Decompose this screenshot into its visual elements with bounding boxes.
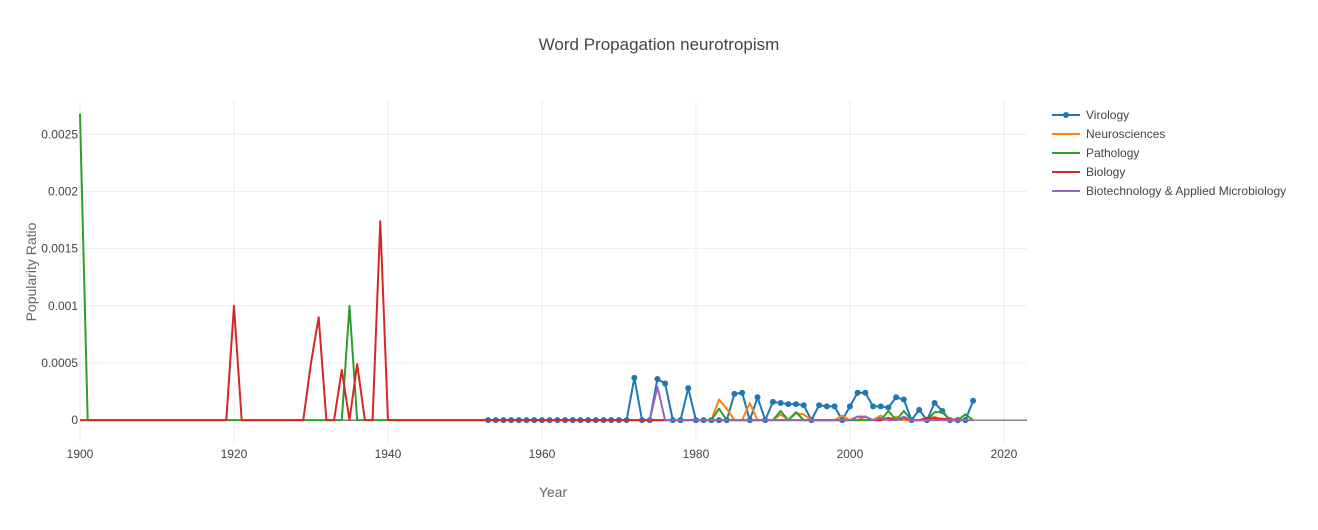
series-group[interactable] bbox=[79, 113, 974, 422]
data-point[interactable] bbox=[685, 385, 692, 392]
series-group[interactable] bbox=[80, 220, 966, 422]
x-tick-label: 2020 bbox=[991, 447, 1018, 461]
data-point[interactable] bbox=[831, 403, 838, 410]
legend-item[interactable]: Pathology bbox=[1052, 146, 1139, 160]
grid-lines bbox=[79, 100, 1027, 443]
legend-label: Biotechnology & Applied Microbiology bbox=[1086, 184, 1286, 198]
data-point[interactable] bbox=[823, 403, 830, 410]
legend-label: Virology bbox=[1086, 108, 1129, 122]
data-point[interactable] bbox=[893, 394, 900, 401]
data-point[interactable] bbox=[862, 389, 869, 396]
legend[interactable]: Virology Neurosciences Pathology Biology Bio… bbox=[1052, 108, 1286, 198]
series-line[interactable] bbox=[79, 113, 974, 422]
chart-title: Word Propagation neurotropism bbox=[539, 35, 780, 54]
data-point[interactable] bbox=[846, 403, 853, 410]
legend-label: Biology bbox=[1086, 165, 1125, 179]
data-point[interactable] bbox=[731, 390, 738, 397]
x-tick-label: 1920 bbox=[221, 447, 248, 461]
data-point[interactable] bbox=[654, 375, 661, 382]
data-point[interactable] bbox=[800, 402, 807, 409]
series-group[interactable] bbox=[648, 385, 974, 422]
data-point[interactable] bbox=[785, 401, 792, 408]
data-point[interactable] bbox=[769, 398, 776, 405]
data-point[interactable] bbox=[900, 396, 907, 403]
data-point[interactable] bbox=[777, 399, 784, 406]
y-tick-label: 0.001 bbox=[48, 299, 78, 313]
x-axis-ticks: 1900 1920 1940 1960 1980 2000 2020 bbox=[67, 447, 1018, 461]
y-tick-label: 0.0005 bbox=[41, 356, 78, 370]
data-point[interactable] bbox=[931, 399, 938, 406]
data-point[interactable] bbox=[631, 374, 638, 381]
y-tick-label: 0 bbox=[71, 413, 78, 427]
legend-item[interactable]: Biotechnology & Applied Microbiology bbox=[1052, 184, 1286, 198]
x-tick-label: 1940 bbox=[375, 447, 402, 461]
x-tick-label: 1900 bbox=[67, 447, 94, 461]
x-tick-label: 1980 bbox=[683, 447, 710, 461]
data-point[interactable] bbox=[854, 389, 861, 396]
data-point[interactable] bbox=[885, 404, 892, 411]
data-point[interactable] bbox=[662, 380, 669, 387]
series-lines[interactable] bbox=[79, 113, 977, 424]
series-line[interactable] bbox=[80, 220, 966, 422]
data-point[interactable] bbox=[916, 406, 923, 413]
x-tick-label: 1960 bbox=[529, 447, 556, 461]
y-tick-label: 0.0025 bbox=[41, 127, 78, 141]
y-axis-ticks: 0 0.0005 0.001 0.0015 0.002 0.0025 bbox=[41, 127, 78, 427]
data-point[interactable] bbox=[816, 402, 823, 409]
x-tick-label: 2000 bbox=[837, 447, 864, 461]
data-point[interactable] bbox=[870, 403, 877, 410]
legend-marker bbox=[1063, 112, 1069, 118]
data-point[interactable] bbox=[877, 403, 884, 410]
legend-item[interactable]: Neurosciences bbox=[1052, 127, 1165, 141]
legend-label: Pathology bbox=[1086, 146, 1139, 160]
y-axis-title: Popularity Ratio bbox=[23, 222, 39, 321]
data-point[interactable] bbox=[970, 397, 977, 404]
y-tick-label: 0.0015 bbox=[41, 242, 78, 256]
legend-item[interactable]: Biology bbox=[1052, 165, 1125, 179]
data-point[interactable] bbox=[739, 389, 746, 396]
data-point[interactable] bbox=[754, 394, 761, 401]
x-axis-title: Year bbox=[539, 484, 568, 500]
y-tick-label: 0.002 bbox=[48, 184, 78, 198]
series-line[interactable] bbox=[648, 385, 974, 422]
legend-item[interactable]: Virology bbox=[1052, 108, 1129, 122]
data-point[interactable] bbox=[793, 401, 800, 408]
legend-label: Neurosciences bbox=[1086, 127, 1165, 141]
